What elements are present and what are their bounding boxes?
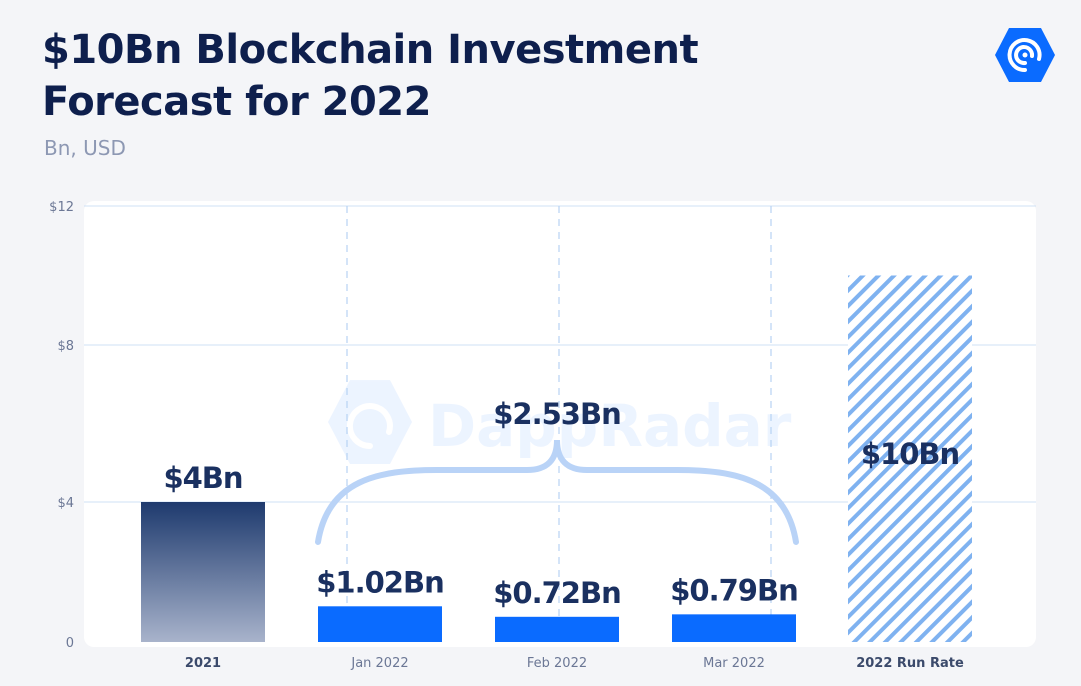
data-label-0: $4Bn [163,461,242,495]
x-tick-label-2: Feb 2022 [527,656,587,671]
x-tick-label-1: Jan 2022 [350,656,408,671]
data-label-3: $0.79Bn [670,573,797,607]
data-label-4: $10Bn [861,437,959,471]
annotation-label: $2.53Bn [493,397,620,431]
x-tick-label-0: 2021 [185,656,221,671]
bar-2021 [141,502,265,642]
dappradar-logo-icon [995,28,1055,82]
bar-2022-run-rate [848,275,972,642]
chart-title: $10Bn Blockchain Investment Forecast for… [42,24,802,128]
chart-title-line-1: $10Bn Blockchain Investment [42,27,699,73]
bar-mar-2022 [672,614,796,642]
bar-jan-2022 [318,606,442,642]
x-tick-label-3: Mar 2022 [703,656,765,671]
data-label-2: $0.72Bn [493,576,620,610]
chart-title-line-2: Forecast for 2022 [42,79,431,125]
dappradar-watermark-text: DappRadar [428,392,792,460]
y-tick-label-0: 0 [66,636,74,651]
dappradar-watermark: DappRadar [328,380,792,464]
bar-feb-2022 [495,616,619,642]
y-tick-label-3: $12 [49,200,74,215]
annotation-brace [315,439,799,545]
chart-subtitle: Bn, USD [44,136,126,160]
x-tick-label-4: 2022 Run Rate [856,656,964,671]
y-tick-label-1: $4 [57,496,74,511]
y-tick-label-2: $8 [57,339,74,354]
data-label-1: $1.02Bn [316,565,443,599]
